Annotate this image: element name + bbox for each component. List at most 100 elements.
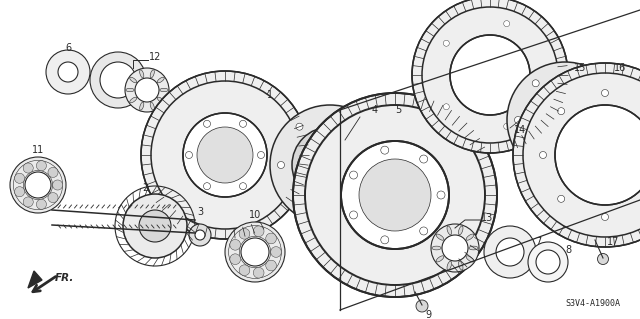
Circle shape xyxy=(23,197,33,207)
Circle shape xyxy=(239,228,250,239)
Circle shape xyxy=(52,180,63,190)
Circle shape xyxy=(529,84,601,156)
Circle shape xyxy=(528,242,568,282)
Circle shape xyxy=(100,62,136,98)
Circle shape xyxy=(532,153,539,160)
Circle shape xyxy=(532,80,539,87)
Ellipse shape xyxy=(458,261,463,270)
Text: 4: 4 xyxy=(372,105,378,115)
Circle shape xyxy=(15,173,24,183)
Circle shape xyxy=(257,152,264,159)
Ellipse shape xyxy=(306,150,316,164)
Circle shape xyxy=(46,50,90,94)
Circle shape xyxy=(266,260,276,271)
Circle shape xyxy=(123,194,187,258)
Circle shape xyxy=(230,240,241,250)
Ellipse shape xyxy=(432,246,441,250)
Ellipse shape xyxy=(466,256,474,262)
Text: 7: 7 xyxy=(535,237,541,247)
Circle shape xyxy=(36,199,47,209)
Circle shape xyxy=(253,267,264,278)
Circle shape xyxy=(359,159,431,231)
Circle shape xyxy=(444,40,449,46)
Circle shape xyxy=(349,211,358,219)
Circle shape xyxy=(381,236,388,244)
Circle shape xyxy=(90,52,146,108)
Circle shape xyxy=(293,93,497,297)
Text: 6: 6 xyxy=(65,43,71,53)
Text: 5: 5 xyxy=(395,105,401,115)
Circle shape xyxy=(412,0,568,153)
Circle shape xyxy=(197,127,253,183)
Circle shape xyxy=(278,161,285,168)
Ellipse shape xyxy=(150,102,154,110)
Circle shape xyxy=(125,68,169,112)
Text: 3: 3 xyxy=(197,207,203,217)
Circle shape xyxy=(58,62,78,82)
Circle shape xyxy=(371,140,378,147)
Circle shape xyxy=(253,226,264,237)
Ellipse shape xyxy=(157,77,164,83)
Text: 16: 16 xyxy=(614,63,626,73)
Circle shape xyxy=(239,183,246,190)
Circle shape xyxy=(296,200,303,207)
Circle shape xyxy=(135,78,159,102)
Ellipse shape xyxy=(579,121,588,134)
Circle shape xyxy=(431,224,479,272)
Circle shape xyxy=(442,235,468,261)
Circle shape xyxy=(270,105,390,225)
Polygon shape xyxy=(28,271,42,288)
Ellipse shape xyxy=(140,70,144,78)
Circle shape xyxy=(572,162,579,169)
Circle shape xyxy=(507,62,623,178)
Text: S3V4-A1900A: S3V4-A1900A xyxy=(565,299,620,308)
Ellipse shape xyxy=(344,166,354,180)
Ellipse shape xyxy=(130,97,137,103)
Circle shape xyxy=(314,149,346,181)
Circle shape xyxy=(204,183,211,190)
Ellipse shape xyxy=(551,134,564,143)
Circle shape xyxy=(420,155,428,163)
Circle shape xyxy=(604,137,611,144)
Circle shape xyxy=(241,238,269,266)
Circle shape xyxy=(23,163,33,173)
Circle shape xyxy=(296,123,303,130)
Circle shape xyxy=(541,72,547,78)
Ellipse shape xyxy=(150,70,154,78)
Circle shape xyxy=(444,104,449,110)
Circle shape xyxy=(48,167,58,177)
Circle shape xyxy=(141,71,309,239)
Ellipse shape xyxy=(315,180,329,189)
Ellipse shape xyxy=(130,77,137,83)
Circle shape xyxy=(450,35,530,115)
Circle shape xyxy=(271,247,282,257)
Text: 13: 13 xyxy=(481,213,493,223)
Circle shape xyxy=(602,90,609,97)
Ellipse shape xyxy=(542,106,551,119)
Ellipse shape xyxy=(160,88,168,92)
Circle shape xyxy=(341,141,449,249)
Circle shape xyxy=(266,233,276,244)
Text: 14: 14 xyxy=(514,125,526,135)
Text: 11: 11 xyxy=(32,145,44,155)
Circle shape xyxy=(292,127,368,203)
Ellipse shape xyxy=(447,226,452,235)
Text: 8: 8 xyxy=(565,245,571,255)
Circle shape xyxy=(204,120,211,127)
Circle shape xyxy=(420,227,428,235)
Circle shape xyxy=(496,238,524,266)
Text: 10: 10 xyxy=(249,210,261,220)
Circle shape xyxy=(557,108,564,115)
Text: 17: 17 xyxy=(607,237,619,247)
Circle shape xyxy=(598,254,609,264)
Circle shape xyxy=(515,116,522,123)
Ellipse shape xyxy=(157,97,164,103)
Text: 9: 9 xyxy=(425,310,431,319)
Circle shape xyxy=(536,250,560,274)
Ellipse shape xyxy=(566,97,579,106)
Circle shape xyxy=(504,123,509,130)
Circle shape xyxy=(239,265,250,276)
Text: 2: 2 xyxy=(142,183,148,193)
Circle shape xyxy=(437,191,445,199)
Circle shape xyxy=(239,120,246,127)
